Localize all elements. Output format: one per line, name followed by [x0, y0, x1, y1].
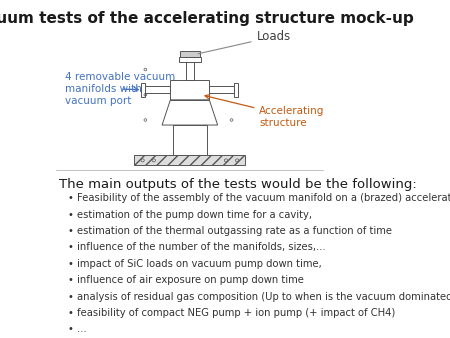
Text: The main outputs of the tests would be the following:: The main outputs of the tests would be t… [59, 178, 417, 191]
Text: • Feasibility of the assembly of the vacuum manifold on a (brazed) accelerating : • Feasibility of the assembly of the vac… [68, 193, 450, 203]
Text: • estimation of the thermal outgassing rate as a function of time: • estimation of the thermal outgassing r… [68, 226, 392, 236]
Text: • impact of SiC loads on vacuum pump down time,: • impact of SiC loads on vacuum pump dow… [68, 259, 321, 269]
Text: Accelerating
structure: Accelerating structure [205, 95, 325, 128]
Text: Vacuum tests of the accelerating structure mock-up: Vacuum tests of the accelerating structu… [0, 11, 414, 26]
Text: 4 removable vacuum
manifolds with
vacuum port: 4 removable vacuum manifolds with vacuum… [65, 72, 175, 106]
Text: • feasibility of compact NEG pump + ion pump (+ impact of CH4): • feasibility of compact NEG pump + ion … [68, 308, 395, 318]
Text: • estimation of the pump down time for a cavity,: • estimation of the pump down time for a… [68, 210, 311, 220]
Text: Loads: Loads [198, 30, 291, 54]
Text: • influence of air exposure on pump down time: • influence of air exposure on pump down… [68, 275, 303, 285]
Text: • ...: • ... [68, 324, 86, 334]
Text: • analysis of residual gas composition (Up to when is the vacuum dominated by wa: • analysis of residual gas composition (… [68, 292, 450, 301]
Text: • influence of the number of the manifolds, sizes,...: • influence of the number of the manifol… [68, 242, 325, 252]
FancyBboxPatch shape [134, 155, 245, 165]
FancyBboxPatch shape [180, 51, 200, 57]
